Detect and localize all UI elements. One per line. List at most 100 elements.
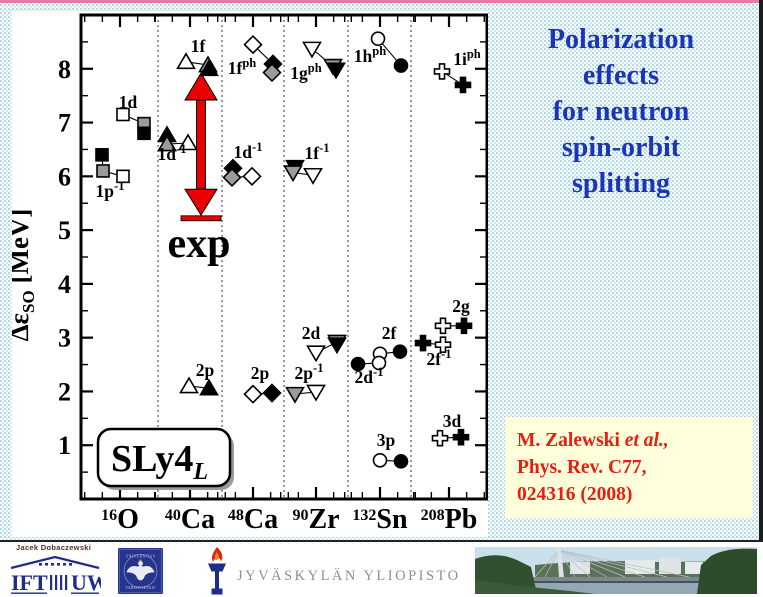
model-box bbox=[96, 427, 232, 488]
citation-line: 024316 (2008) bbox=[517, 484, 633, 505]
citation-line: M. Zalewski et al., bbox=[517, 427, 741, 454]
orbital-label: 1gph bbox=[290, 61, 321, 83]
title-line: spin-orbit bbox=[561, 132, 681, 163]
filled-cross-marker bbox=[455, 317, 473, 335]
warsaw-university-seal: UNIVERSITAS VARSOVIENSIS bbox=[118, 548, 163, 594]
orbital-label: 1d-1 bbox=[158, 142, 187, 164]
open-diamond-marker bbox=[243, 384, 263, 404]
x-category-label: 48Ca bbox=[228, 504, 278, 535]
ift-roof-dashes bbox=[39, 563, 72, 566]
filled-circle-marker bbox=[392, 344, 408, 359]
eagle-icon bbox=[126, 559, 155, 581]
exp-arrow-shaft bbox=[196, 99, 206, 190]
title-line: Polarization bbox=[547, 24, 695, 55]
seal-circle bbox=[123, 554, 158, 588]
y-tick-label: 6 bbox=[58, 162, 71, 191]
y-tick-label: 4 bbox=[58, 270, 71, 299]
y-tick-label: 7 bbox=[58, 109, 71, 138]
x-category-label: 90Zr bbox=[292, 504, 339, 535]
filled-cross-marker bbox=[452, 428, 470, 446]
orbital-label: 1iph bbox=[453, 47, 481, 69]
orbital-label: 2p bbox=[251, 363, 270, 383]
title-line: effects bbox=[582, 60, 660, 91]
ift-uw-logo: IFT UW bbox=[10, 555, 101, 595]
citation-authors: M. Zalewski bbox=[517, 430, 625, 451]
orbital-label: 2f bbox=[382, 323, 397, 343]
open-triangle-down-marker bbox=[306, 345, 326, 363]
orbital-label: 3d bbox=[443, 411, 462, 431]
exp-bar bbox=[180, 215, 222, 222]
gray-triangle-down-marker bbox=[285, 386, 305, 404]
citation-box: M. Zalewski et al., Phys. Rev. C77, 0243… bbox=[505, 417, 753, 518]
torch-icon bbox=[208, 547, 226, 595]
filled-diamond-marker bbox=[262, 383, 282, 403]
gray-diamond-marker bbox=[222, 167, 242, 188]
slide-top-border bbox=[0, 0, 763, 3]
orbital-label: 2d bbox=[302, 323, 321, 343]
gray-diamond-marker bbox=[262, 62, 282, 83]
citation-line: Phys. Rev. C77, bbox=[517, 457, 647, 478]
gray-triangle-up-marker bbox=[157, 134, 177, 152]
orbital-label: 2g bbox=[452, 296, 470, 316]
chart-panel: exp 1 2 3 4 5 6 7 8 16O 40Ca 48Ca 90Zr 132Sn 208Pb ΔεSO… bbox=[12, 11, 488, 537]
water bbox=[475, 583, 757, 594]
orbital-label: 1f-1 bbox=[305, 141, 330, 163]
gray-square-marker bbox=[96, 164, 110, 178]
flame-inner bbox=[214, 552, 219, 561]
open-cross-marker bbox=[431, 429, 449, 447]
exp-label: exp bbox=[168, 221, 231, 267]
open-square-marker bbox=[116, 169, 130, 184]
university-name: JYVÄSKYLÄN YLIOPISTO bbox=[237, 568, 461, 584]
y-axis-title: ΔεSO [MeV] bbox=[12, 209, 38, 342]
exp-arrow-bottom-head bbox=[184, 188, 218, 217]
orbital-label: 2d-1 bbox=[355, 365, 384, 387]
filled-square-marker bbox=[137, 126, 151, 141]
uw-underline bbox=[71, 592, 99, 594]
ift-text: IFT bbox=[11, 570, 48, 595]
open-square-marker bbox=[116, 107, 130, 122]
y-tick-label: 8 bbox=[58, 55, 71, 84]
seal-top-text: UNIVERSITAS bbox=[126, 555, 156, 559]
torch-base bbox=[211, 588, 223, 595]
open-diamond-marker bbox=[242, 166, 262, 186]
filled-circle-marker bbox=[393, 58, 409, 73]
slide-title: Polarization effects for neutron spin-or… bbox=[489, 22, 753, 202]
spin-orbit-splitting-chart: exp 1 2 3 4 5 6 7 8 16O 40Ca 48Ca 90Zr 132Sn 208Pb ΔεSO… bbox=[12, 13, 488, 535]
filled-square-marker bbox=[95, 148, 109, 162]
uw-text: UW bbox=[71, 570, 101, 595]
x-category-label: 16O bbox=[101, 504, 139, 535]
open-cross-marker bbox=[434, 336, 452, 353]
open-triangle-down-marker bbox=[306, 384, 326, 402]
filled-triangle-up-marker bbox=[199, 378, 219, 396]
seal-inner-border bbox=[119, 549, 162, 593]
river-bank bbox=[475, 580, 595, 594]
y-tick-label: 1 bbox=[58, 431, 71, 460]
trees-right bbox=[697, 548, 757, 594]
seal-bottom-text: VARSOVIENSIS bbox=[125, 586, 155, 590]
orbital-label: 1d-1 bbox=[234, 140, 263, 162]
ift-underline bbox=[11, 592, 47, 594]
filled-triangle-down-marker bbox=[327, 337, 347, 355]
torch-cup bbox=[208, 563, 226, 572]
open-circle-marker bbox=[370, 31, 386, 46]
open-diamond-marker bbox=[243, 34, 263, 55]
orbital-label: 1hph bbox=[354, 44, 386, 66]
x-category-label: 208Pb bbox=[421, 504, 478, 535]
open-triangle-down-marker bbox=[303, 167, 323, 185]
y-tick-label: 2 bbox=[58, 377, 71, 406]
bridge-deck-shadow bbox=[495, 581, 757, 583]
x-category-label: 40Ca bbox=[165, 504, 215, 535]
orbital-label: 1p-1 bbox=[96, 179, 125, 201]
footer: Jacek Dobaczewski IFT UW UNIVERSITAS VAR… bbox=[0, 540, 763, 597]
title-line: splitting bbox=[571, 168, 671, 199]
author-name: Jacek Dobaczewski bbox=[16, 543, 92, 552]
orbital-label: 1d bbox=[119, 92, 138, 112]
window-right-edge bbox=[759, 0, 763, 540]
bridge-cables bbox=[534, 549, 690, 578]
orbital-label: 2p-1 bbox=[295, 361, 324, 383]
filled-circle-marker bbox=[350, 356, 366, 372]
x-category-label: 132Sn bbox=[352, 504, 408, 535]
filled-triangle-down-marker bbox=[326, 62, 346, 80]
bridge-pylon bbox=[557, 548, 564, 578]
filled-cross-marker bbox=[454, 76, 472, 94]
